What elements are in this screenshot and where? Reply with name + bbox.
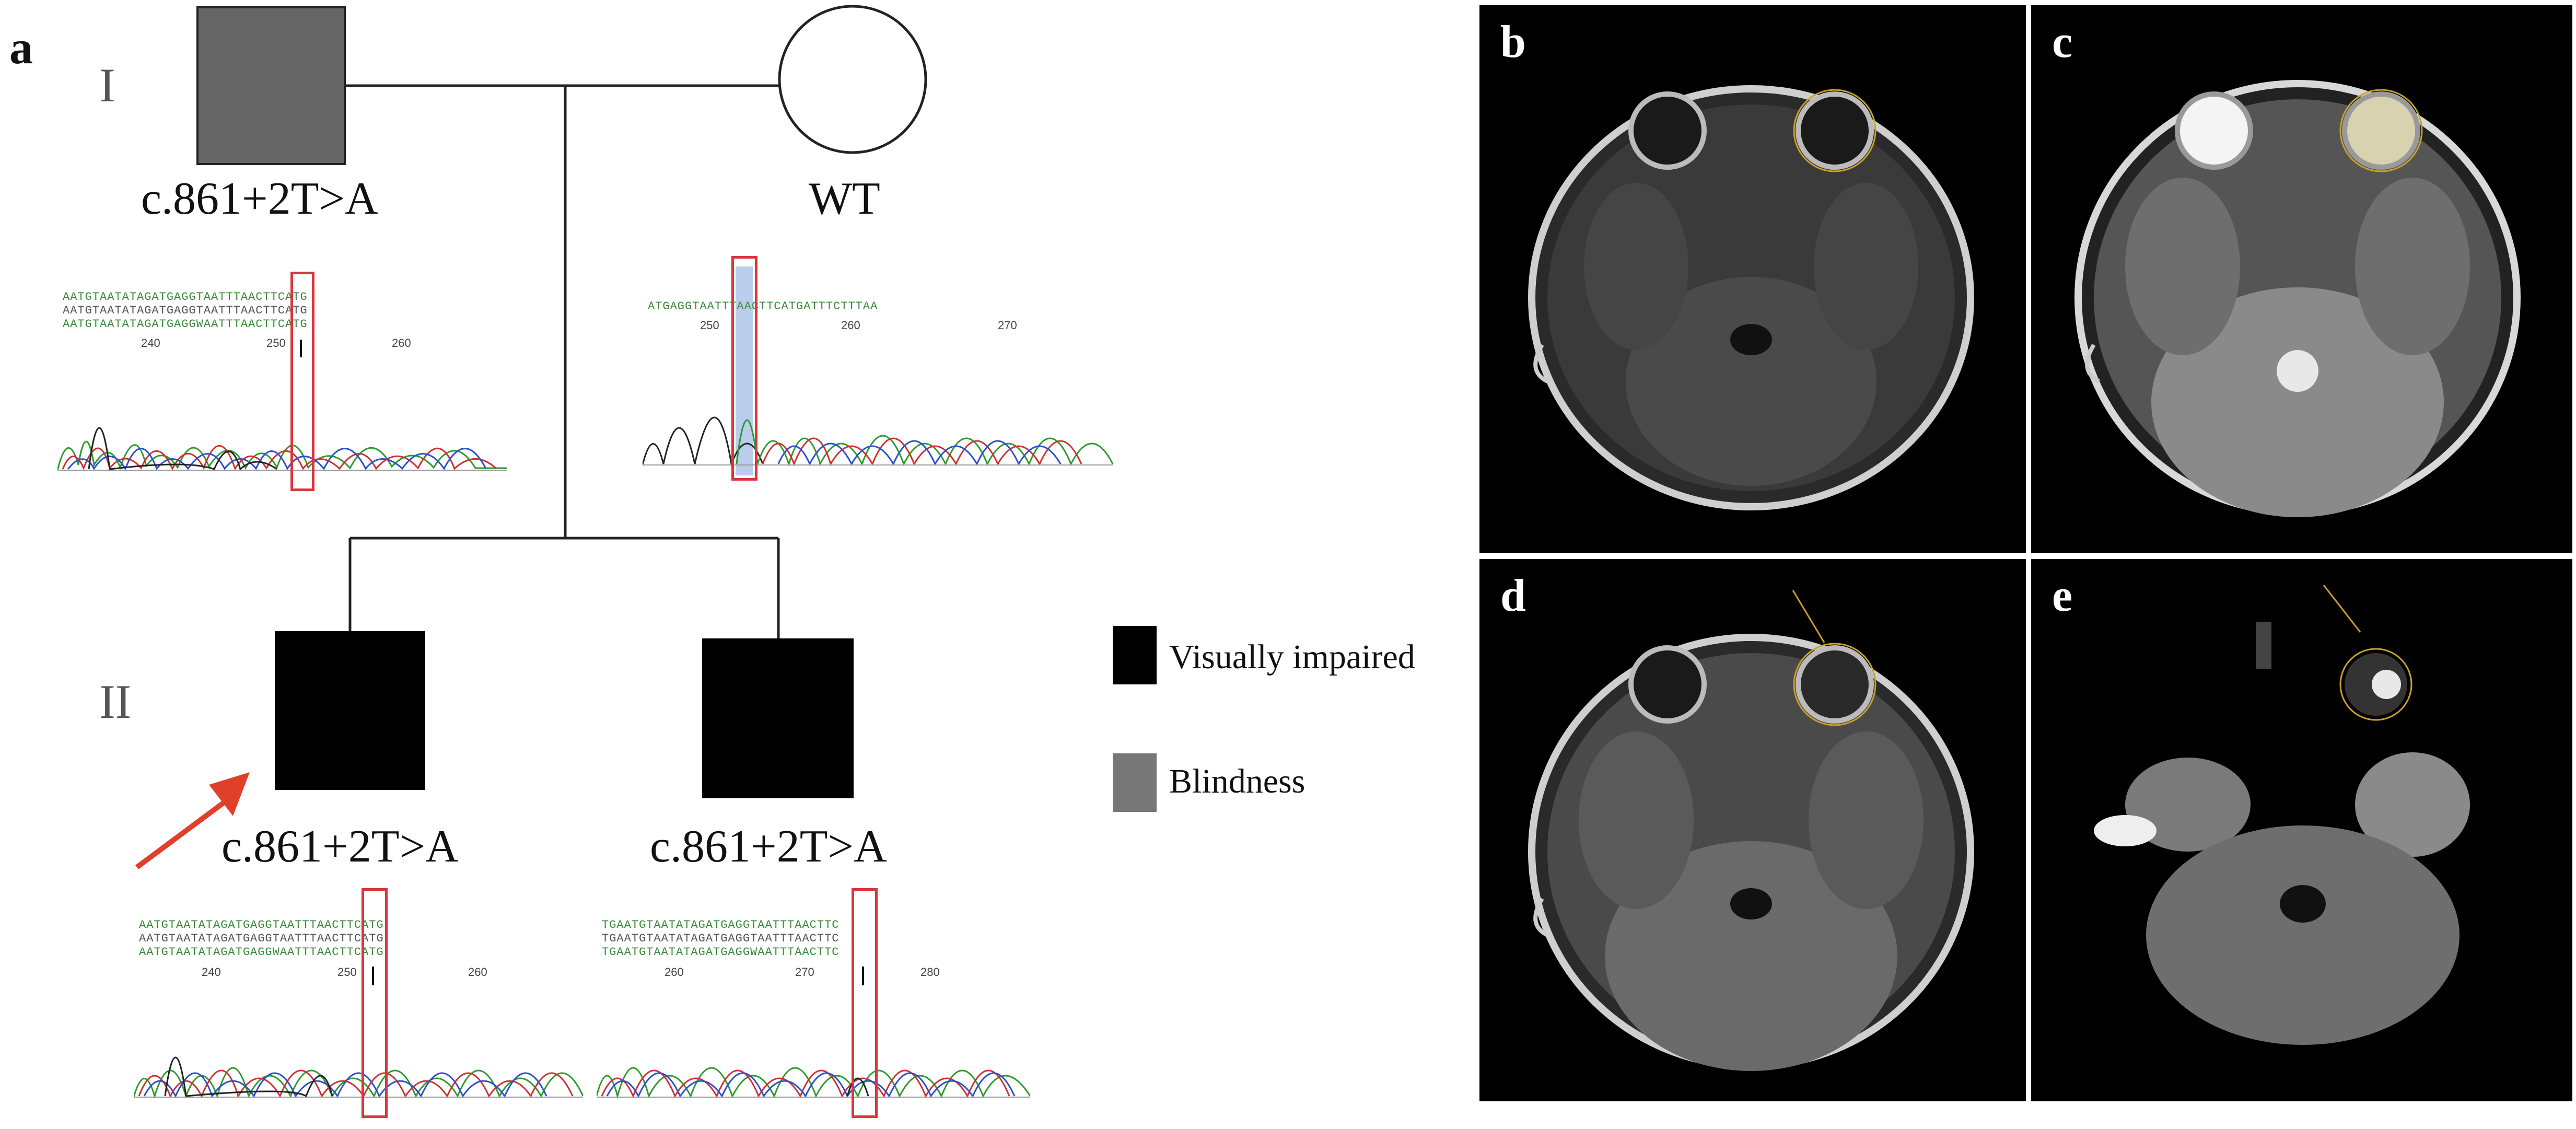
mri-d-image <box>1528 590 1974 1071</box>
chrom-mother-tick-2: 260 <box>841 319 860 332</box>
pedigree-diagram <box>135 5 927 870</box>
generation-label-1: I <box>99 59 115 112</box>
proband-arrow-shaft <box>135 799 226 870</box>
chromatogram-father: AATGTAATATAGATGAGGTAATTTAACTTCATG AATGTA… <box>57 272 507 491</box>
legend-label-blindness: Blindness <box>1169 762 1306 800</box>
mri-b-image <box>1528 85 1974 510</box>
chrom-sibling-seq-mid: TGAATGTAATATAGATGAGGTAATTTAACTTC <box>602 932 840 945</box>
chrom-father-tick-1: 240 <box>141 336 160 350</box>
chrom-sibling-tick-3: 280 <box>920 965 940 979</box>
chrom-sibling-tick-2: 270 <box>795 965 814 979</box>
chromatogram-sibling: TGAATGTAATATAGATGAGGTAATTTAACTTC TGAATGT… <box>597 888 1030 1118</box>
chrom-proband-seq-top: AATGTAATATAGATGAGGTAATTTAACTTCATG <box>139 918 384 932</box>
sibling-symbol <box>702 638 854 798</box>
chrom-father-tick-2: 250 <box>266 336 286 350</box>
legend-label-visually-impaired: Visually impaired <box>1169 638 1415 676</box>
mri-c-image <box>2074 80 2521 517</box>
panel-label-b: b <box>1500 17 1526 67</box>
legend-swatch-visually-impaired <box>1113 626 1157 684</box>
chrom-sibling-seq-bot: TGAATGTAATATAGATGAGGWAATTTAACTTC <box>602 946 840 959</box>
mri-panel-b: b <box>1479 5 2026 553</box>
chrom-proband-tick-3: 260 <box>468 965 487 979</box>
mri-panel-c: c <box>2031 5 2572 553</box>
chrom-father-seq-mid: AATGTAATATAGATGAGGTAATTTAACTTCATG <box>63 304 308 317</box>
father-symbol <box>196 6 346 165</box>
chrom-father-seq-bot: AATGTAATATAGATGAGGWAATTTAACTTCATG <box>63 318 308 331</box>
chrom-proband-trace <box>134 1056 583 1099</box>
chromatogram-proband: AATGTAATATAGATGAGGTAATTTAACTTCATG AATGTA… <box>134 888 583 1118</box>
father-genotype: c.861+2T>A <box>141 173 378 224</box>
chrom-proband-seq-mid: AATGTAATATAGATGAGGTAATTTAACTTCATG <box>139 932 384 945</box>
chrom-proband-seq-bot: AATGTAATATAGATGAGGWAATTTAACTTCATG <box>139 946 384 959</box>
chrom-mother-highlight <box>736 266 753 475</box>
chrom-father-variant-arrow-icon <box>300 340 302 357</box>
chrom-sibling-trace <box>597 1067 1030 1099</box>
chrom-father-seq-top: AATGTAATATAGATGAGGTAATTTAACTTCATG <box>63 290 308 304</box>
sibling-genotype: c.861+2T>A <box>650 821 887 872</box>
chrom-father-trace <box>57 427 507 471</box>
proband-symbol <box>275 631 425 790</box>
proband-arrow-head <box>209 772 250 816</box>
chrom-mother-variant-box <box>731 256 757 481</box>
chrom-father-variant-box <box>290 272 314 491</box>
chrom-sibling-tick-1: 260 <box>665 965 684 979</box>
panel-label-e: e <box>2052 571 2073 621</box>
chrom-proband-variant-arrow-icon <box>372 967 374 985</box>
mri-e-image <box>2094 585 2470 1045</box>
mother-genotype: WT <box>809 173 880 224</box>
proband-genotype: c.861+2T>A <box>222 821 459 872</box>
chromatogram-mother: ATGAGGTAATTTAACTTCATGATTTCTTTAA 250 260 … <box>643 256 1113 481</box>
chrom-mother-tick-3: 270 <box>998 319 1017 332</box>
mother-symbol <box>778 5 927 154</box>
chrom-sibling-variant-arrow-icon <box>862 967 864 985</box>
chrom-mother-tick-1: 250 <box>700 319 719 332</box>
generation-label-2: II <box>99 675 132 728</box>
chrom-sibling-variant-box <box>852 888 878 1118</box>
panel-label-c: c <box>2052 17 2073 67</box>
chrom-mother-seq: ATGAGGTAATTTAACTTCATGATTTCTTTAA <box>648 300 878 313</box>
mri-panel-d: d <box>1479 559 2026 1101</box>
chrom-proband-tick-2: 250 <box>337 965 357 979</box>
chrom-proband-variant-box <box>362 888 388 1118</box>
legend-swatch-blindness <box>1113 753 1157 812</box>
panel-label-a: a <box>9 22 33 74</box>
chrom-sibling-seq-top: TGAATGTAATATAGATGAGGTAATTTAACTTC <box>602 918 840 932</box>
chrom-mother-trace <box>643 416 1113 467</box>
chrom-father-tick-3: 260 <box>392 336 411 350</box>
chrom-proband-tick-1: 240 <box>202 965 221 979</box>
panel-label-d: d <box>1500 571 1526 621</box>
mri-panel-e: e <box>2031 559 2572 1101</box>
